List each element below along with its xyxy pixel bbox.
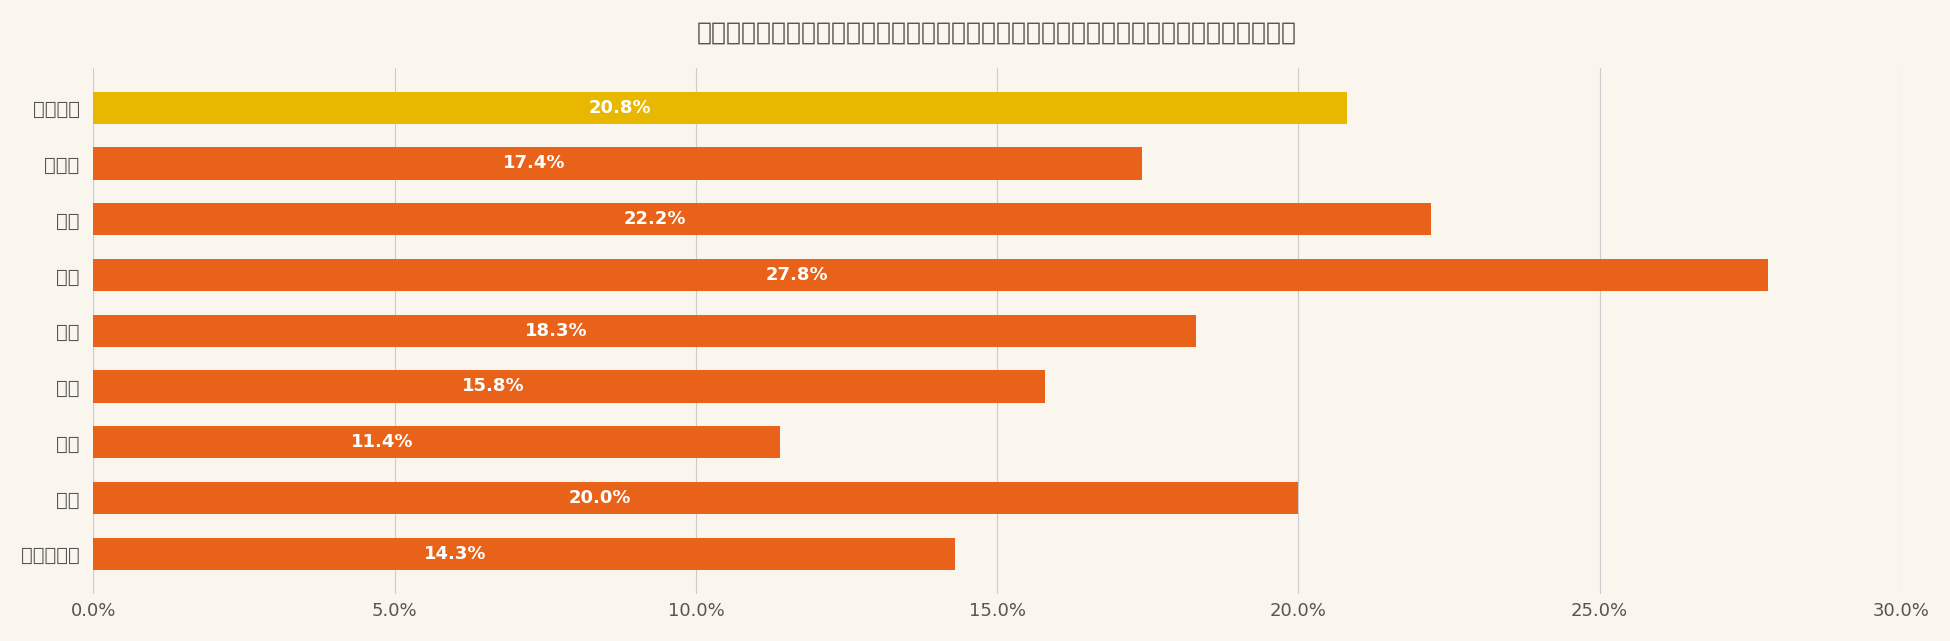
Text: 17.4%: 17.4% [503,154,566,172]
Text: 14.3%: 14.3% [423,545,488,563]
Text: 15.8%: 15.8% [462,378,525,395]
Bar [94,147,1141,179]
Text: 20.8%: 20.8% [589,99,651,117]
Text: 27.8%: 27.8% [766,266,829,284]
Bar [94,538,956,570]
Text: 22.2%: 22.2% [624,210,686,228]
Bar [94,315,1195,347]
Text: 11.4%: 11.4% [351,433,413,451]
Bar [94,426,780,458]
Bar [94,482,1299,514]
Bar [94,203,1431,235]
Bar [94,92,1347,124]
Bar [94,370,1045,403]
Text: 18.3%: 18.3% [525,322,587,340]
Title: 「政府や自治体からの呼びかけ」が要因で省エネ意識が上がったと回答した方＜地域別＞: 「政府や自治体からの呼びかけ」が要因で省エネ意識が上がったと回答した方＜地域別＞ [696,21,1297,45]
Bar [94,259,1769,291]
Text: 20.0%: 20.0% [567,489,630,507]
